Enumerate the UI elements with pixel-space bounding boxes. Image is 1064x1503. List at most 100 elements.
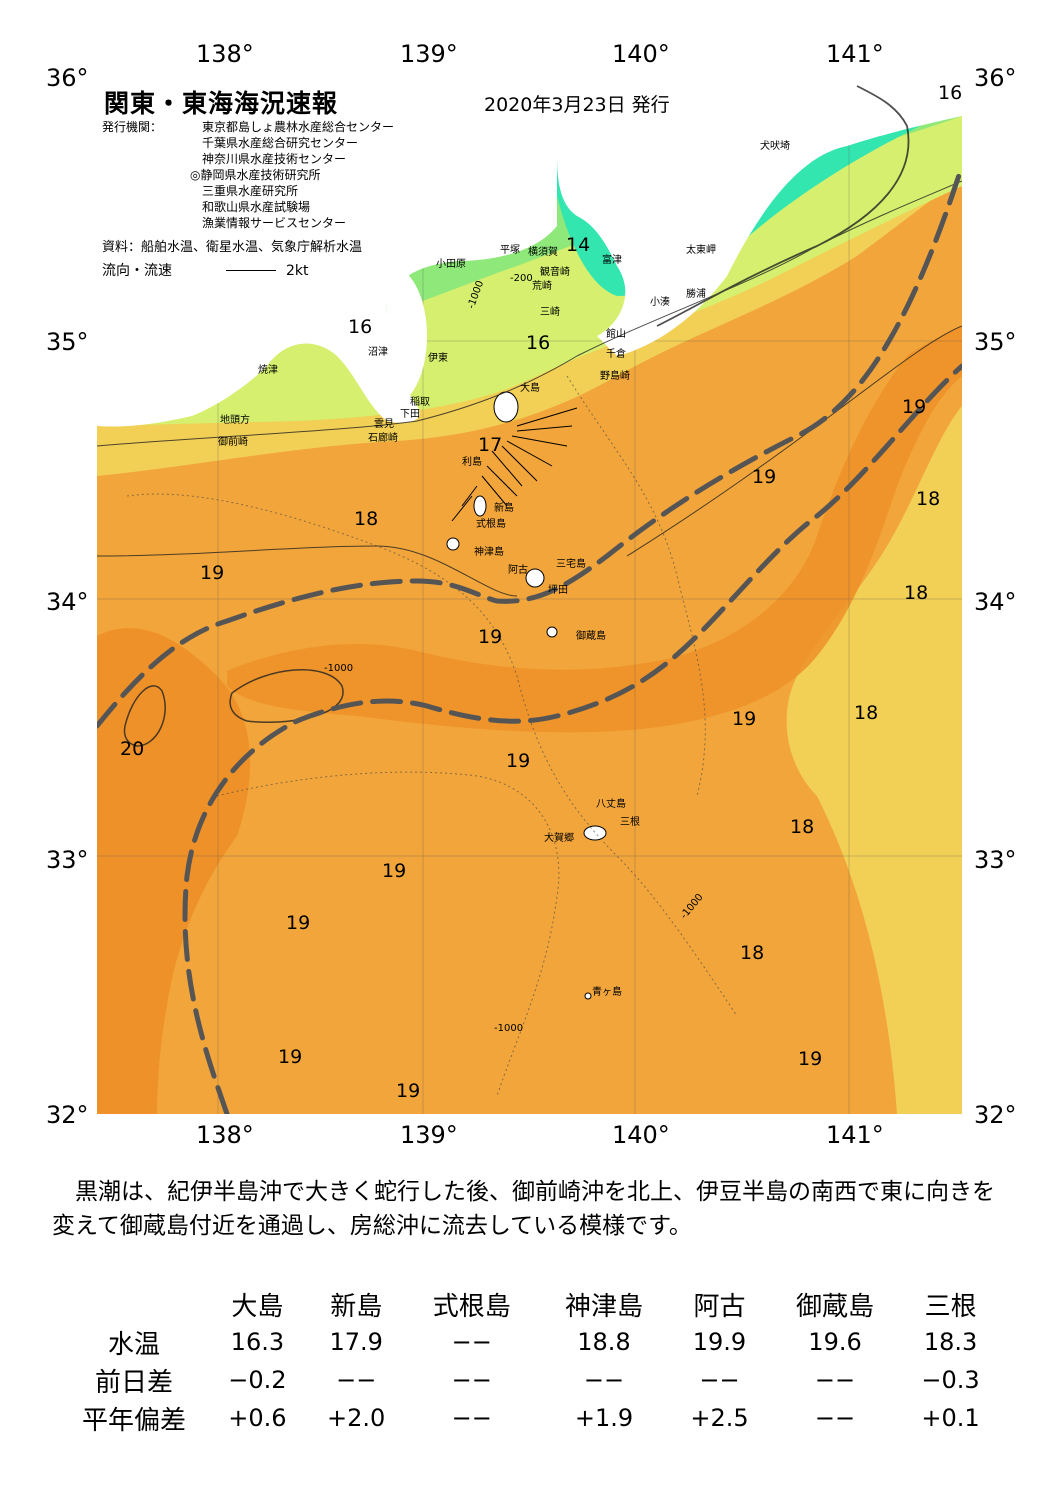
isotherm-label: 20 (120, 738, 145, 760)
table-header: 三根 (924, 1291, 977, 1322)
lon-label-138-top: 138° (196, 40, 254, 68)
row-label: 水温 (107, 1329, 160, 1360)
isotherm-label: 18 (854, 702, 879, 724)
table-cell: +2.5 (690, 1404, 749, 1432)
isotherm-label: 19 (200, 562, 225, 584)
place-label: 三根 (620, 817, 640, 828)
island-miyakejima (525, 568, 545, 588)
place-label: 勝浦 (686, 289, 706, 300)
lat-label-33-right: 33° (974, 846, 1017, 874)
table-row: 前日差 −0.2 −− −− −− −− −− −0.3 (60, 1361, 1000, 1399)
place-label: 地頭方 (220, 415, 250, 426)
agency-0: 東京都島しょ農林水産総合センター (202, 120, 395, 134)
island-kozushima (446, 537, 460, 551)
isotherm-label: 19 (396, 1080, 421, 1102)
summary-text: 黒潮は、紀伊半島沖で大きく蛇行した後、御前崎沖を北上、伊豆半島の南西で東に向きを… (52, 1175, 1012, 1243)
issue-date: 2020年3月23日 発行 (484, 94, 670, 116)
place-label: 野島崎 (600, 371, 630, 382)
place-label: 太東岬 (686, 245, 716, 256)
lat-label-36-right: 36° (974, 64, 1017, 92)
table-cell: −− (451, 1366, 492, 1394)
lat-label-34-right: 34° (974, 588, 1017, 616)
table-cell: −0.2 (228, 1366, 287, 1394)
place-label: 大賀郷 (544, 833, 574, 844)
table-row: 水温 16.3 17.9 −− 18.8 19.9 19.6 18.3 (60, 1323, 1000, 1361)
current-arrow (486, 465, 518, 497)
place-label: 阿古 (508, 565, 528, 576)
row-label: 前日差 (94, 1367, 173, 1398)
current-arrow (481, 475, 508, 507)
place-label: 千倉 (606, 349, 626, 360)
lon-label-139-bottom: 139° (400, 1121, 458, 1149)
place-label: 式根島 (476, 519, 506, 530)
table-cell: −− (814, 1404, 856, 1432)
place-label: 焼津 (258, 365, 278, 376)
place-label: 荒崎 (532, 281, 552, 292)
isotherm-label: 19 (752, 466, 777, 488)
island-temperature-table: 大島 新島 式根島 神津島 阿古 御蔵島 三根 水温 16.3 17.9 −− … (60, 1285, 1000, 1437)
table-cell: 19.9 (692, 1328, 747, 1356)
place-label: 石廊崎 (368, 433, 398, 444)
island-hachijojima (583, 825, 607, 841)
isotherm-label: 19 (506, 750, 531, 772)
island-niijima (473, 495, 487, 517)
island-mikurajima (546, 626, 558, 638)
place-label: 三宅島 (556, 559, 586, 570)
map-title: 関東・東海海況速報 (104, 89, 339, 118)
place-label: 新島 (494, 503, 514, 514)
table-cell: −− (583, 1366, 625, 1394)
table-cell: 18.8 (577, 1328, 631, 1356)
agency-2: 神奈川県水産技術センター (202, 152, 347, 166)
current-arrow (516, 425, 573, 432)
lat-label-35-right: 35° (974, 328, 1017, 356)
lon-label-140-bottom: 140° (612, 1121, 670, 1149)
table-header: 新島 (330, 1291, 383, 1322)
place-label: 御蔵島 (576, 631, 606, 642)
isotherm-label: 19 (286, 912, 311, 934)
table-row: 平年偏差 +0.6 +2.0 −− +1.9 +2.5 −− +0.1 (60, 1399, 1000, 1437)
lat-label-32-left: 32° (46, 1101, 89, 1129)
isotherm-label: 16 (938, 82, 963, 104)
zone-20-west (97, 628, 251, 1114)
table-cell: +2.0 (327, 1404, 386, 1432)
agency-3: ◎静岡県水産技術研究所 (190, 168, 321, 182)
kuroshio-axis-south (182, 363, 962, 1114)
table-cell: +1.9 (574, 1404, 634, 1432)
lon-label-141-top: 141° (826, 40, 884, 68)
table-cell: −0.3 (921, 1366, 980, 1394)
current-arrow (461, 485, 478, 507)
island-aogashima (584, 992, 592, 1000)
lon-label-141-bottom: 141° (826, 1121, 884, 1149)
place-label: 雲見 (374, 419, 394, 430)
depth-label: -200 (510, 273, 533, 284)
table-cell: −− (336, 1366, 377, 1394)
place-label: 青ヶ島 (592, 987, 622, 998)
isotherm-label: 16 (526, 332, 551, 354)
summary-paragraph: 黒潮は、紀伊半島沖で大きく蛇行した後、御前崎沖を北上、伊豆半島の南西で東に向きを… (52, 1179, 995, 1239)
table-header: 神津島 (564, 1291, 643, 1322)
lon-label-140-top: 140° (612, 40, 670, 68)
isotherm-label: 18 (904, 582, 929, 604)
place-label: 平塚 (500, 245, 520, 256)
table-header: 式根島 (432, 1291, 511, 1322)
isotherm-label: 17 (478, 434, 503, 456)
isotherm-label: 19 (798, 1048, 823, 1070)
place-label: 稲取 (410, 397, 430, 408)
table-corner (60, 1285, 208, 1323)
agencies-label: 発行機関： (102, 120, 163, 134)
depth-label: -1000 (494, 1023, 524, 1034)
lat-label-32-right: 32° (974, 1101, 1017, 1129)
current-arrow (451, 495, 473, 522)
table-cell: 16.3 (230, 1328, 285, 1356)
lon-label-138-bottom: 138° (196, 1121, 254, 1149)
current-legend-arrow (226, 270, 276, 271)
isotherm-label: 14 (566, 234, 591, 256)
place-label: 御前崎 (218, 437, 248, 448)
current-legend-label: 流向・流速 (102, 263, 172, 279)
table-cell: −− (451, 1328, 492, 1356)
zone-20-core (227, 326, 962, 733)
isotherm-label: 19 (278, 1046, 303, 1068)
place-label: 観音崎 (540, 267, 570, 278)
place-label: 犬吠埼 (760, 141, 790, 152)
land-honshu (97, 76, 557, 427)
